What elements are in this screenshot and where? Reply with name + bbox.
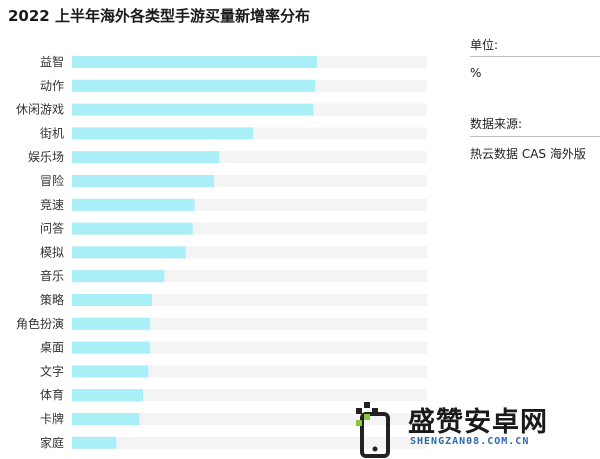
bar-track <box>72 294 427 306</box>
watermark-url: SHENGZAN08.COM.CN <box>410 436 530 447</box>
category-label: 竞速 <box>40 198 64 212</box>
bar-track <box>72 413 427 425</box>
bar <box>72 341 151 354</box>
bar-track <box>72 317 427 330</box>
bar <box>72 56 317 68</box>
phone-logo-icon <box>356 402 390 458</box>
category-label: 益智 <box>40 54 64 69</box>
category-label: 休闲游戏 <box>16 103 64 117</box>
bar <box>72 103 314 116</box>
bar-track <box>72 365 427 378</box>
chart-title: 2022 上半年海外各类型手游买量新增率分布 <box>8 7 310 25</box>
bar <box>72 294 152 306</box>
category-label: 桌面 <box>40 341 64 355</box>
bar <box>72 246 186 259</box>
category-label: 娱乐场 <box>28 150 64 164</box>
bar <box>72 413 140 425</box>
unit-divider <box>470 56 600 57</box>
category-label: 角色扮演 <box>16 316 64 331</box>
category-label: 音乐 <box>40 268 64 283</box>
source-divider <box>470 136 600 137</box>
bar <box>72 198 195 211</box>
bar <box>72 151 220 164</box>
category-label: 文字 <box>40 363 64 378</box>
category-label: 动作 <box>40 79 64 93</box>
unit-label: 单位: <box>470 38 499 52</box>
bar-track <box>72 341 427 354</box>
bar-track <box>72 389 427 402</box>
bar <box>72 317 151 330</box>
category-label: 家庭 <box>40 435 64 450</box>
bar-track <box>72 436 427 449</box>
bar <box>72 436 117 449</box>
source-label: 数据来源: <box>470 117 523 131</box>
category-label: 体育 <box>40 387 64 402</box>
source-value: 热云数据 CAS 海外版 <box>470 147 586 161</box>
unit-value: % <box>470 66 482 80</box>
category-label: 问答 <box>40 221 64 236</box>
category-label: 冒险 <box>40 173 64 188</box>
bar <box>72 175 214 187</box>
bar <box>72 79 316 92</box>
category-label: 策略 <box>40 292 64 307</box>
watermark-name: 盛赞安卓网 <box>408 407 548 438</box>
category-label: 卡牌 <box>40 412 64 426</box>
bar <box>72 389 143 402</box>
category-label: 街机 <box>40 126 64 140</box>
watermark: 盛赞安卓网 SHENGZAN08.COM.CN <box>350 398 600 459</box>
bar <box>72 270 165 283</box>
category-label: 模拟 <box>40 245 64 259</box>
bar <box>72 365 149 378</box>
bar <box>72 127 254 140</box>
bar <box>72 222 193 235</box>
